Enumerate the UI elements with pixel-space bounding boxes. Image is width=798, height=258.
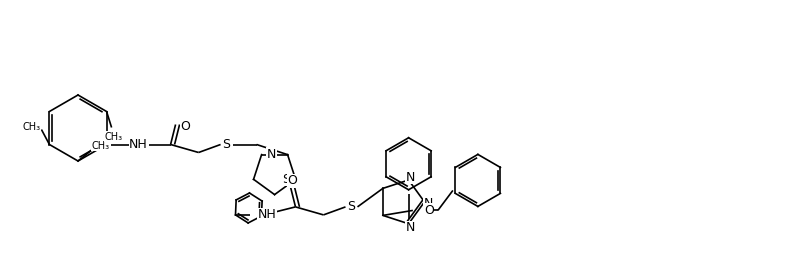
Text: N: N [424, 197, 433, 210]
Text: CH₃: CH₃ [22, 122, 41, 132]
Text: O: O [424, 204, 434, 217]
Text: NH: NH [258, 208, 276, 221]
Text: O: O [287, 174, 298, 187]
Text: CH₃: CH₃ [92, 141, 110, 151]
Text: NH: NH [129, 138, 148, 151]
Text: CH₃: CH₃ [105, 132, 123, 141]
Text: O: O [180, 120, 191, 133]
Text: N: N [406, 171, 415, 183]
Text: S: S [223, 138, 231, 151]
Text: S: S [282, 173, 290, 186]
Text: N: N [406, 221, 415, 234]
Text: S: S [347, 200, 355, 213]
Text: N: N [267, 148, 276, 161]
